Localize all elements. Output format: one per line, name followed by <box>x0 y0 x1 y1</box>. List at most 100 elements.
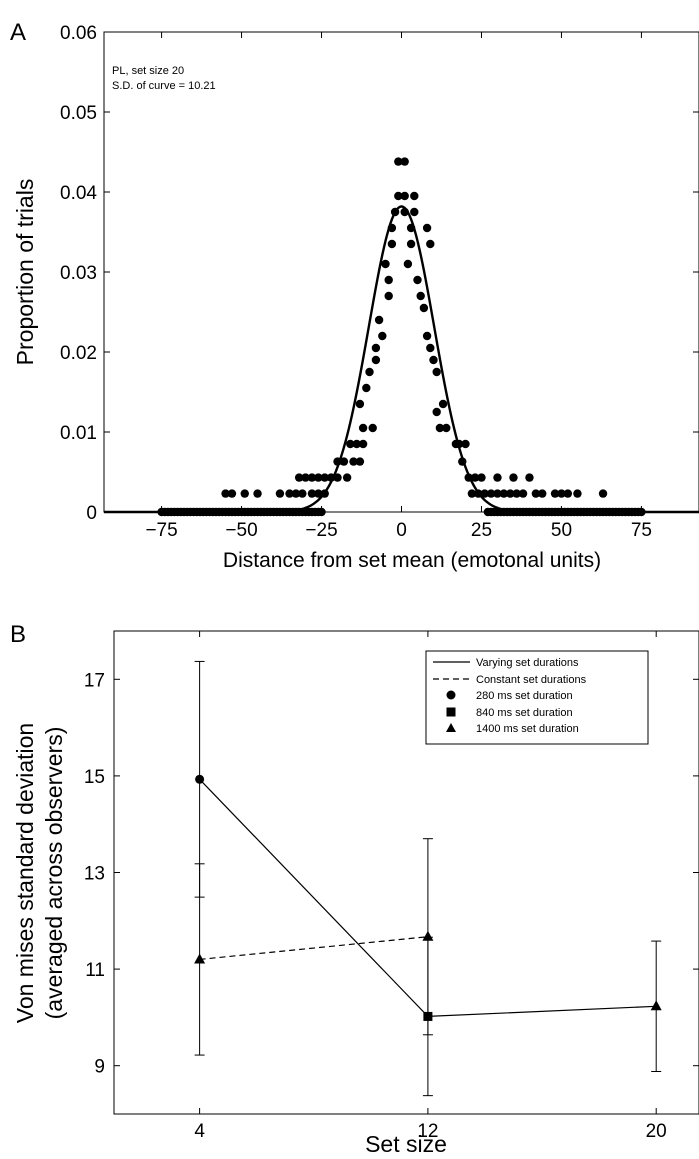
a-data-point <box>301 473 310 482</box>
a-x-tick-label: 25 <box>471 520 492 541</box>
legend-varying-label: Varying set durations <box>476 657 579 669</box>
a-data-point <box>512 489 521 498</box>
a-data-point <box>355 457 365 466</box>
panel-a-ticks: −75 −50 −25 0 25 50 75 0 0.01 0.02 0.03 0.04 0.05 0.0… <box>60 23 699 541</box>
a-data-point <box>493 489 502 498</box>
a-data-point <box>422 223 432 233</box>
a-data-point <box>474 489 483 498</box>
a-x-tick-label: −75 <box>145 520 177 541</box>
a-data-point <box>432 407 441 417</box>
a-data-point <box>499 489 509 498</box>
a-data-point <box>413 275 422 285</box>
a-data-point <box>368 423 377 433</box>
a-data-point <box>419 303 429 313</box>
legend-box <box>425 650 649 745</box>
a-data-point <box>480 489 489 498</box>
a-data-point <box>362 383 371 393</box>
a-data-point <box>438 399 448 409</box>
panel-a: A −75 −50 −25 0 25 50 75 0 0.01 0.02 0.03 0.04 0.05 0… <box>10 19 699 572</box>
a-data-point <box>432 367 441 377</box>
legend-triangle-marker <box>446 723 456 732</box>
panel-b: B 4 12 20 9 11 13 15 17 Varying set durations C… <box>10 621 699 1157</box>
a-data-point <box>598 489 608 498</box>
a-data-point <box>390 207 400 217</box>
a-data-point <box>426 239 435 249</box>
a-data-point <box>227 489 237 498</box>
b-y-tick-label: 17 <box>84 670 105 691</box>
b-y-tick-label: 13 <box>84 864 105 885</box>
a-data-point <box>349 457 358 466</box>
a-data-point <box>442 423 451 433</box>
a-data-point <box>410 207 419 217</box>
a-y-tick-label: 0 <box>86 503 97 524</box>
marker-triangle <box>650 1000 662 1011</box>
a-data-point <box>563 489 573 498</box>
a-data-point <box>486 489 496 498</box>
panel-a-annotation-2: S.D. of curve = 10.21 <box>112 80 216 92</box>
panel-b-x-axis-label: Set size <box>365 1131 447 1157</box>
a-data-point <box>458 457 467 466</box>
a-data-point <box>637 507 646 517</box>
a-data-point <box>320 489 329 498</box>
a-data-point <box>461 439 470 449</box>
a-data-point <box>275 489 285 498</box>
a-data-point <box>454 439 464 449</box>
a-x-tick-label: 0 <box>396 520 407 541</box>
a-data-point <box>410 191 419 201</box>
a-data-point <box>525 473 534 482</box>
a-data-point <box>339 457 349 466</box>
a-data-point <box>400 207 409 217</box>
a-y-tick-label: 0.03 <box>60 263 97 284</box>
b-x-tick-label: 4 <box>194 1121 205 1142</box>
a-data-point <box>358 439 368 449</box>
a-data-point <box>394 157 403 166</box>
panel-b-y-axis-label-1: Von mises standard deviation <box>12 723 38 1023</box>
a-data-point <box>400 191 409 201</box>
b-x-tick-label: 20 <box>646 1121 667 1142</box>
a-data-point <box>429 355 438 365</box>
a-data-point <box>307 473 317 482</box>
panel-a-data-points <box>157 157 646 517</box>
legend-square-marker <box>446 707 456 717</box>
panel-b-series <box>194 660 662 1097</box>
b-y-tick-label: 15 <box>84 767 105 788</box>
a-y-tick-label: 0.05 <box>60 103 97 124</box>
panel-b-ticks: 4 12 20 9 11 13 15 17 <box>84 631 699 1142</box>
a-data-point <box>509 473 518 482</box>
panel-b-y-axis-label-2: (averaged across observers) <box>41 727 67 1020</box>
a-data-point <box>221 489 230 498</box>
a-data-point <box>342 473 352 482</box>
a-data-point <box>326 473 336 482</box>
a-data-point <box>294 473 304 482</box>
a-data-point <box>384 275 393 285</box>
a-x-tick-label: −25 <box>305 520 337 541</box>
panel-b-letter: B <box>10 621 26 648</box>
panel-a-letter: A <box>10 19 26 46</box>
a-data-point <box>333 473 342 482</box>
b-y-tick-label: 11 <box>85 960 105 981</box>
a-data-point <box>346 439 355 449</box>
legend-840-label: 840 ms set duration <box>476 707 573 719</box>
a-data-point <box>378 331 387 341</box>
a-x-tick-label: 50 <box>551 520 572 541</box>
a-data-point <box>531 489 541 498</box>
a-data-point <box>435 423 445 433</box>
a-data-point <box>307 489 317 498</box>
a-data-point <box>374 315 384 325</box>
series-line <box>199 936 428 960</box>
a-data-point <box>317 507 326 517</box>
a-y-tick-label: 0.01 <box>60 423 97 444</box>
a-data-point <box>557 489 566 498</box>
a-data-point <box>240 489 249 498</box>
a-data-point <box>538 489 547 498</box>
a-y-tick-label: 0.06 <box>60 23 97 44</box>
marker-circle <box>195 774 205 784</box>
b-y-tick-label: 9 <box>94 1057 105 1078</box>
a-data-point <box>406 223 416 233</box>
panel-a-axes-box <box>103 31 699 513</box>
legend-circle-marker <box>446 690 456 700</box>
a-y-tick-label: 0.04 <box>60 183 97 204</box>
a-data-point <box>384 291 393 301</box>
a-data-point <box>477 473 486 482</box>
